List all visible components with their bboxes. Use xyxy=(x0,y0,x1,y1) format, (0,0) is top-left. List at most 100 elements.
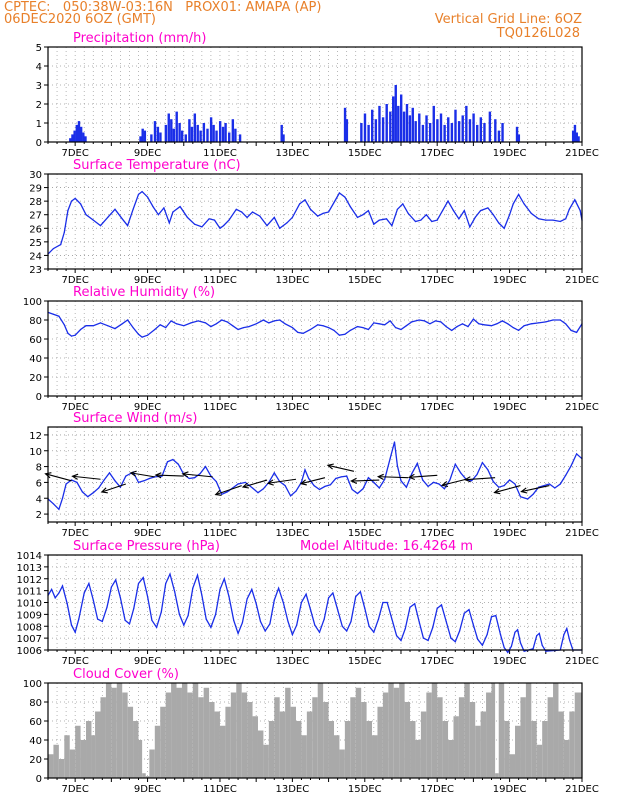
precipitation-bar xyxy=(196,124,199,142)
pressure-point xyxy=(205,618,207,620)
cloud-cover-bar xyxy=(257,730,264,778)
pressure-point xyxy=(382,601,384,604)
pressure-point xyxy=(97,618,99,620)
wind-vector xyxy=(45,473,72,482)
temperature-point xyxy=(545,219,547,221)
cloud-cover-ytick-label: 60 xyxy=(29,717,42,728)
temperature-point xyxy=(141,191,143,193)
pressure-point xyxy=(147,596,149,598)
wind-point xyxy=(340,476,342,478)
wind-vector-head xyxy=(100,487,108,494)
pressure-point xyxy=(332,592,334,594)
wind-vector xyxy=(242,479,268,488)
cloud-cover-bar xyxy=(574,692,582,778)
wind-vector xyxy=(409,474,438,478)
pressure-point xyxy=(210,626,212,629)
cloud-cover-bar xyxy=(361,702,367,778)
precipitation-bar xyxy=(378,105,381,142)
cloud-cover-xtick-label: 21DEC xyxy=(565,784,599,795)
wind-frame xyxy=(47,426,583,523)
cloud-cover-bar xyxy=(563,740,570,778)
precipitation-ytick-label: 1 xyxy=(36,119,42,130)
cloud-cover-bar xyxy=(366,721,373,778)
pressure-point xyxy=(58,592,60,594)
precipitation-bar xyxy=(457,121,461,142)
temperature-ytick-label: 29 xyxy=(29,184,42,195)
wind-point xyxy=(460,472,462,474)
pressure-point xyxy=(538,632,540,635)
cloud-cover-bar xyxy=(558,711,564,778)
precipitation-bar xyxy=(389,111,392,142)
humidity-point xyxy=(395,327,397,329)
precipitation-bar xyxy=(571,130,575,142)
cloud-cover-bar xyxy=(344,721,351,778)
pressure-point xyxy=(346,630,348,632)
cloud-cover-bar xyxy=(328,721,335,778)
temperature-point xyxy=(565,218,567,220)
temperature-point xyxy=(266,225,268,227)
humidity-xtick-label: 9DEC xyxy=(134,402,161,413)
cloud-cover-ytick-label: 80 xyxy=(29,698,42,709)
precipitation-title: Precipitation (mm/h) xyxy=(73,31,206,46)
cloud-cover-bar xyxy=(317,683,324,778)
wind-vector xyxy=(351,479,380,482)
temperature-xtick-label: 9DEC xyxy=(134,275,161,286)
wind-point xyxy=(52,503,55,505)
temperature-point xyxy=(512,203,514,205)
pressure-point xyxy=(409,606,411,608)
pressure-xtick-label: 13DEC xyxy=(276,656,310,667)
wind-point xyxy=(143,480,145,482)
temperature-point xyxy=(299,203,301,205)
pressure-point xyxy=(169,573,171,575)
precipitation-bar xyxy=(212,124,215,142)
wind-point xyxy=(284,485,286,487)
pressure-point xyxy=(160,611,162,613)
pressure-point xyxy=(296,624,298,626)
precipitation-bar xyxy=(468,119,472,142)
temperature-point xyxy=(194,223,196,225)
precipitation-ytick-label: 3 xyxy=(36,81,42,92)
humidity-point xyxy=(309,328,312,331)
cloud-cover-xtick-label: 9DEC xyxy=(134,784,161,795)
cloud-cover-bar xyxy=(495,773,499,778)
humidity-point xyxy=(107,325,109,327)
pressure-point xyxy=(201,594,203,597)
humidity-point xyxy=(356,326,359,328)
cloud-cover-bar xyxy=(547,697,554,778)
temperature-point xyxy=(431,220,433,223)
precipitation-bar xyxy=(479,117,483,142)
humidity-point xyxy=(147,334,149,336)
cloud-cover-bar xyxy=(95,711,101,778)
pressure-point xyxy=(92,599,94,601)
humidity-xtick-label: 15DEC xyxy=(348,402,382,413)
pressure-point xyxy=(187,615,189,617)
humidity-point xyxy=(496,323,498,325)
wind-vector-head xyxy=(440,480,449,488)
wind-point xyxy=(308,477,310,480)
pressure-point xyxy=(101,620,103,623)
cloud-cover-bar xyxy=(127,706,134,778)
precipitation-bar xyxy=(77,121,81,142)
pressure-point xyxy=(174,591,176,593)
temperature-point xyxy=(378,219,380,221)
wind-point xyxy=(58,508,60,510)
cloud-cover-frame xyxy=(47,682,583,779)
pressure-point xyxy=(70,624,73,626)
humidity-point xyxy=(344,333,346,335)
temperature-point xyxy=(241,211,243,213)
cloud-cover-bar xyxy=(142,773,146,778)
precipitation-bar xyxy=(178,123,181,142)
pressure-point xyxy=(314,624,316,626)
temperature-point xyxy=(70,200,73,202)
wind-point xyxy=(509,479,511,481)
cloud-cover-bar xyxy=(91,735,96,778)
wind-point xyxy=(519,496,522,498)
pressure-point xyxy=(237,632,239,635)
pressure-point xyxy=(300,601,302,604)
temperature-point xyxy=(127,225,129,227)
header-run-code: TQ0126L028 xyxy=(496,26,580,41)
pressure-point xyxy=(115,579,117,581)
wind-point xyxy=(498,486,500,488)
humidity-point xyxy=(63,324,65,326)
humidity-point xyxy=(418,319,420,321)
